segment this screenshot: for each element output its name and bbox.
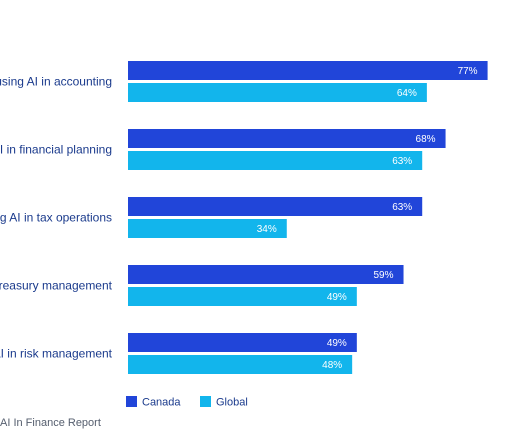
legend-swatch-global [200, 396, 211, 407]
bar-value-label: 59% [374, 270, 394, 281]
bar-global [128, 287, 357, 306]
legend: Canada Global [126, 396, 248, 409]
bars: 77% 64% 68% 63% 63% 34% 59% 49% 49% 48% [128, 61, 488, 374]
bar-value-label: 49% [327, 292, 347, 303]
bar-value-label: 64% [397, 88, 417, 99]
legend-swatch-canada [126, 396, 137, 407]
source-note: AI In Finance Report [0, 417, 101, 429]
bar-global [128, 355, 353, 374]
bar-canada [128, 333, 357, 352]
bar-value-label: 77% [458, 66, 478, 77]
bar-value-label: 48% [322, 360, 342, 371]
bar-canada [128, 129, 446, 148]
category-labels: using AI in accounting AI in financial pl… [0, 75, 113, 361]
legend-label-canada: Canada [142, 397, 181, 409]
bar-canada [128, 197, 423, 216]
bar-global [128, 151, 423, 170]
category-label: using AI in accounting [0, 75, 112, 89]
bar-value-label: 63% [392, 156, 412, 167]
bar-value-label: 49% [327, 338, 347, 349]
legend-label-global: Global [216, 397, 248, 409]
category-label: AI in financial planning [0, 143, 112, 157]
bar-value-label: 68% [416, 134, 436, 145]
category-label: ng AI in tax operations [0, 211, 112, 225]
bar-global [128, 219, 287, 238]
bar-canada [128, 61, 488, 80]
category-label: treasury management [0, 279, 113, 293]
bar-canada [128, 265, 404, 284]
bar-global [128, 83, 427, 102]
bar-value-label: 34% [257, 224, 277, 235]
category-label: AI in risk management [0, 347, 113, 361]
bar-value-label: 63% [392, 202, 412, 213]
